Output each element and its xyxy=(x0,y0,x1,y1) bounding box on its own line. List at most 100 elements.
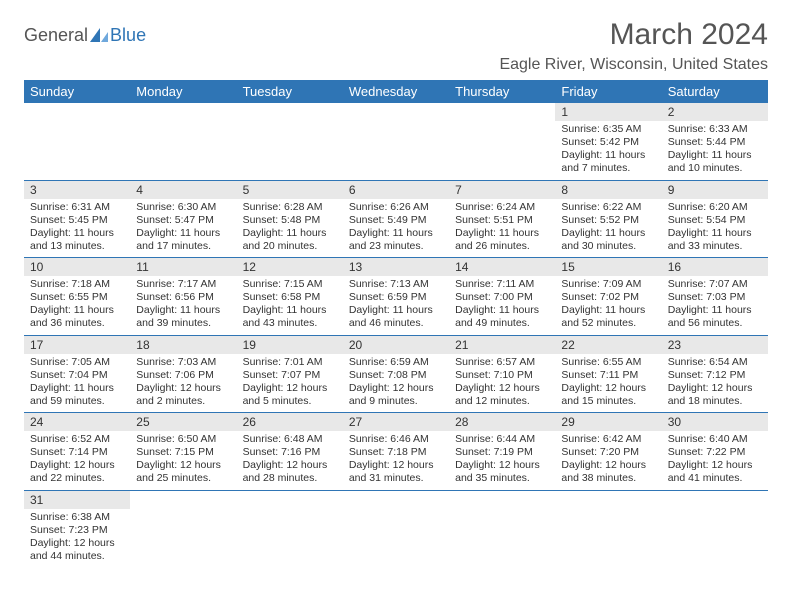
day-details: Sunrise: 6:59 AMSunset: 7:08 PMDaylight:… xyxy=(343,354,449,413)
calendar-cell: 8Sunrise: 6:22 AMSunset: 5:52 PMDaylight… xyxy=(555,180,661,258)
day-number: 17 xyxy=(24,336,130,354)
day-number: 28 xyxy=(449,413,555,431)
calendar-cell: .. xyxy=(343,490,449,567)
sunset-line: Sunset: 7:07 PM xyxy=(243,369,337,382)
day-details: Sunrise: 7:13 AMSunset: 6:59 PMDaylight:… xyxy=(343,276,449,335)
calendar-cell: .. xyxy=(343,103,449,180)
sunrise-line: Sunrise: 6:24 AM xyxy=(455,201,549,214)
sunrise-line: Sunrise: 7:15 AM xyxy=(243,278,337,291)
weekday-header: Monday xyxy=(130,80,236,103)
day-details: Sunrise: 6:52 AMSunset: 7:14 PMDaylight:… xyxy=(24,431,130,490)
day-number: 16 xyxy=(662,258,768,276)
day-details: Sunrise: 6:40 AMSunset: 7:22 PMDaylight:… xyxy=(662,431,768,490)
calendar-cell: 26Sunrise: 6:48 AMSunset: 7:16 PMDayligh… xyxy=(237,413,343,491)
calendar-cell: 9Sunrise: 6:20 AMSunset: 5:54 PMDaylight… xyxy=(662,180,768,258)
calendar-cell: 16Sunrise: 7:07 AMSunset: 7:03 PMDayligh… xyxy=(662,258,768,336)
daylight-line: and 30 minutes. xyxy=(561,240,655,253)
day-details: Sunrise: 6:20 AMSunset: 5:54 PMDaylight:… xyxy=(662,199,768,258)
calendar-cell: .. xyxy=(555,490,661,567)
daylight-line: Daylight: 12 hours xyxy=(136,382,230,395)
calendar-cell: 20Sunrise: 6:59 AMSunset: 7:08 PMDayligh… xyxy=(343,335,449,413)
daylight-line: and 33 minutes. xyxy=(668,240,762,253)
day-details: Sunrise: 6:50 AMSunset: 7:15 PMDaylight:… xyxy=(130,431,236,490)
daylight-line: Daylight: 12 hours xyxy=(30,537,124,550)
calendar-cell: 28Sunrise: 6:44 AMSunset: 7:19 PMDayligh… xyxy=(449,413,555,491)
sunset-line: Sunset: 7:11 PM xyxy=(561,369,655,382)
day-number: 10 xyxy=(24,258,130,276)
sunrise-line: Sunrise: 7:17 AM xyxy=(136,278,230,291)
sunset-line: Sunset: 5:48 PM xyxy=(243,214,337,227)
sunset-line: Sunset: 5:42 PM xyxy=(561,136,655,149)
calendar-cell: 15Sunrise: 7:09 AMSunset: 7:02 PMDayligh… xyxy=(555,258,661,336)
calendar-table: Sunday Monday Tuesday Wednesday Thursday… xyxy=(24,80,768,567)
day-details: Sunrise: 7:03 AMSunset: 7:06 PMDaylight:… xyxy=(130,354,236,413)
calendar-cell: 1Sunrise: 6:35 AMSunset: 5:42 PMDaylight… xyxy=(555,103,661,180)
weekday-header: Saturday xyxy=(662,80,768,103)
sunset-line: Sunset: 5:52 PM xyxy=(561,214,655,227)
calendar-row: 17 Sunrise: 7:05 AMSunset: 7:04 PM Dayligh… xyxy=(24,335,768,413)
sunset-line: Sunset: 7:00 PM xyxy=(455,291,549,304)
daylight-line: and 31 minutes. xyxy=(349,472,443,485)
day-details: Sunrise: 7:18 AMSunset: 6:55 PMDaylight:… xyxy=(24,276,130,335)
sunrise-line: Sunrise: 6:50 AM xyxy=(136,433,230,446)
sunrise-line: Sunrise: 6:40 AM xyxy=(668,433,762,446)
calendar-cell: .. xyxy=(237,490,343,567)
calendar-cell: .. xyxy=(130,490,236,567)
calendar-cell: 10Sunrise: 7:18 AMSunset: 6:55 PMDayligh… xyxy=(24,258,130,336)
sunrise-line: Sunrise: 6:22 AM xyxy=(561,201,655,214)
day-details: Sunrise: 7:15 AMSunset: 6:58 PMDaylight:… xyxy=(237,276,343,335)
sunrise-line: Sunrise: 6:42 AM xyxy=(561,433,655,446)
daylight-line: Daylight: 11 hours xyxy=(136,227,230,240)
calendar-cell: 12Sunrise: 7:15 AMSunset: 6:58 PMDayligh… xyxy=(237,258,343,336)
sunrise-line: Sunrise: 7:18 AM xyxy=(30,278,124,291)
daylight-line: and 28 minutes. xyxy=(243,472,337,485)
day-number: 29 xyxy=(555,413,661,431)
sunset-line: Sunset: 7:22 PM xyxy=(668,446,762,459)
daylight-line: and 59 minutes. xyxy=(30,395,124,408)
calendar-cell: 24Sunrise: 6:52 AMSunset: 7:14 PMDayligh… xyxy=(24,413,130,491)
daylight-line: Daylight: 12 hours xyxy=(349,459,443,472)
calendar-cell: .. xyxy=(662,490,768,567)
sunset-line: Sunset: 7:04 PM xyxy=(30,369,124,382)
weekday-header: Sunday xyxy=(24,80,130,103)
daylight-line: Daylight: 11 hours xyxy=(561,149,655,162)
day-number: 1 xyxy=(555,103,661,121)
sunrise-line: Sunrise: 6:20 AM xyxy=(668,201,762,214)
day-number: 25 xyxy=(130,413,236,431)
daylight-line: and 26 minutes. xyxy=(455,240,549,253)
day-number: 13 xyxy=(343,258,449,276)
daylight-line: Daylight: 12 hours xyxy=(561,382,655,395)
sunset-line: Sunset: 6:56 PM xyxy=(136,291,230,304)
day-details: Sunrise: 6:26 AMSunset: 5:49 PMDaylight:… xyxy=(343,199,449,258)
calendar-cell: .. xyxy=(237,103,343,180)
calendar-cell: 25Sunrise: 6:50 AMSunset: 7:15 PMDayligh… xyxy=(130,413,236,491)
sunset-line: Sunset: 7:20 PM xyxy=(561,446,655,459)
weekday-header: Tuesday xyxy=(237,80,343,103)
location-subtitle: Eagle River, Wisconsin, United States xyxy=(24,56,768,74)
sunrise-line: Sunrise: 7:05 AM xyxy=(30,356,124,369)
daylight-line: and 9 minutes. xyxy=(349,395,443,408)
sunrise-line: Sunrise: 7:07 AM xyxy=(668,278,762,291)
day-details: Sunrise: 6:31 AMSunset: 5:45 PMDaylight:… xyxy=(24,199,130,258)
daylight-line: Daylight: 12 hours xyxy=(30,459,124,472)
daylight-line: and 17 minutes. xyxy=(136,240,230,253)
logo-sail-icon xyxy=(90,28,108,42)
daylight-line: Daylight: 11 hours xyxy=(561,304,655,317)
daylight-line: and 49 minutes. xyxy=(455,317,549,330)
daylight-line: Daylight: 11 hours xyxy=(455,304,549,317)
calendar-cell: .. xyxy=(449,490,555,567)
calendar-row: 24Sunrise: 6:52 AMSunset: 7:14 PMDayligh… xyxy=(24,413,768,491)
day-number: 5 xyxy=(237,181,343,199)
daylight-line: and 52 minutes. xyxy=(561,317,655,330)
calendar-cell: 5Sunrise: 6:28 AMSunset: 5:48 PMDaylight… xyxy=(237,180,343,258)
sunrise-line: Sunrise: 6:59 AM xyxy=(349,356,443,369)
sunset-line: Sunset: 7:03 PM xyxy=(668,291,762,304)
sunrise-line: Sunrise: 7:13 AM xyxy=(349,278,443,291)
day-number: 6 xyxy=(343,181,449,199)
sunrise-line: Sunrise: 6:31 AM xyxy=(30,201,124,214)
day-details: Sunrise: 6:35 AMSunset: 5:42 PMDaylight:… xyxy=(555,121,661,180)
day-details: Sunrise: 7:07 AMSunset: 7:03 PMDaylight:… xyxy=(662,276,768,335)
day-details: Sunrise: 6:30 AMSunset: 5:47 PMDaylight:… xyxy=(130,199,236,258)
day-number: 14 xyxy=(449,258,555,276)
daylight-line: Daylight: 11 hours xyxy=(668,304,762,317)
